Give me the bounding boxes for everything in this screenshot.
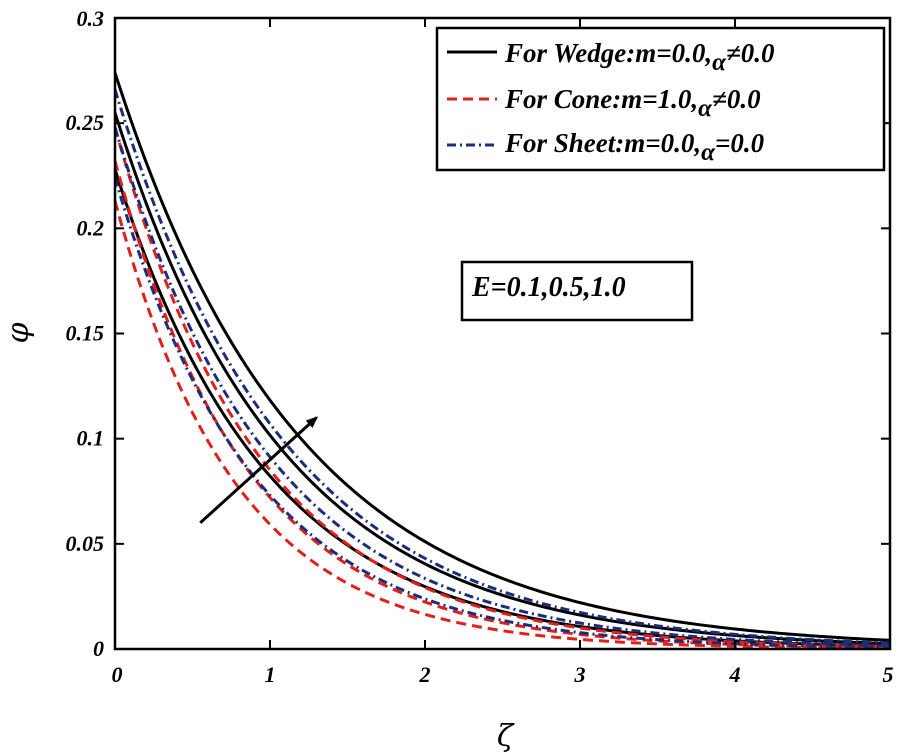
legend-box <box>435 26 886 172</box>
series-wedge-1 <box>115 168 890 648</box>
x-tick-label: 1 <box>265 662 276 687</box>
x-tick-label: 3 <box>574 662 586 687</box>
x-axis-label: ζ <box>497 719 515 753</box>
legend-label-wedge: For Wedge:m=0.0,α≠0.0 <box>504 38 775 76</box>
x-tick-label: 2 <box>419 662 431 687</box>
y-tick-label: 0.15 <box>66 321 105 346</box>
y-tick-label: 0.1 <box>77 426 105 451</box>
series-wedge-2 <box>115 112 890 646</box>
series-sheet-2 <box>115 126 890 647</box>
y-axis-label: φ <box>1 322 36 343</box>
legend-label-sheet: For Sheet:m=0.0,α=0.0 <box>504 128 765 166</box>
x-tick-label: 0 <box>112 662 123 687</box>
y-tick-label: 0.3 <box>77 6 105 31</box>
series-cone-1 <box>115 200 890 649</box>
y-tick-label: 0.25 <box>66 110 105 135</box>
y-tick-label: 0 <box>93 636 104 661</box>
legend: For Wedge:m=0.0,α≠0.0 For Cone:m=1.0,α≠0… <box>435 26 886 172</box>
series-cone-2 <box>115 160 890 649</box>
y-tick-label: 0.2 <box>77 215 105 240</box>
series-cone-3 <box>115 126 890 649</box>
series-sheet-3 <box>115 89 890 645</box>
parameter-annotation: E=0.1,0.5,1.0 <box>460 260 694 322</box>
series-wedge-3 <box>115 72 890 642</box>
annotation-text: E=0.1,0.5,1.0 <box>471 272 626 303</box>
x-tick-label: 5 <box>883 662 894 687</box>
y-tick-label: 0.05 <box>66 531 105 556</box>
plot-frame <box>113 16 892 651</box>
annotation-box <box>460 260 694 322</box>
x-tick-label: 4 <box>729 662 741 687</box>
legend-label-cone: For Cone:m=1.0,α≠0.0 <box>504 84 761 122</box>
trend-arrow <box>199 416 318 524</box>
